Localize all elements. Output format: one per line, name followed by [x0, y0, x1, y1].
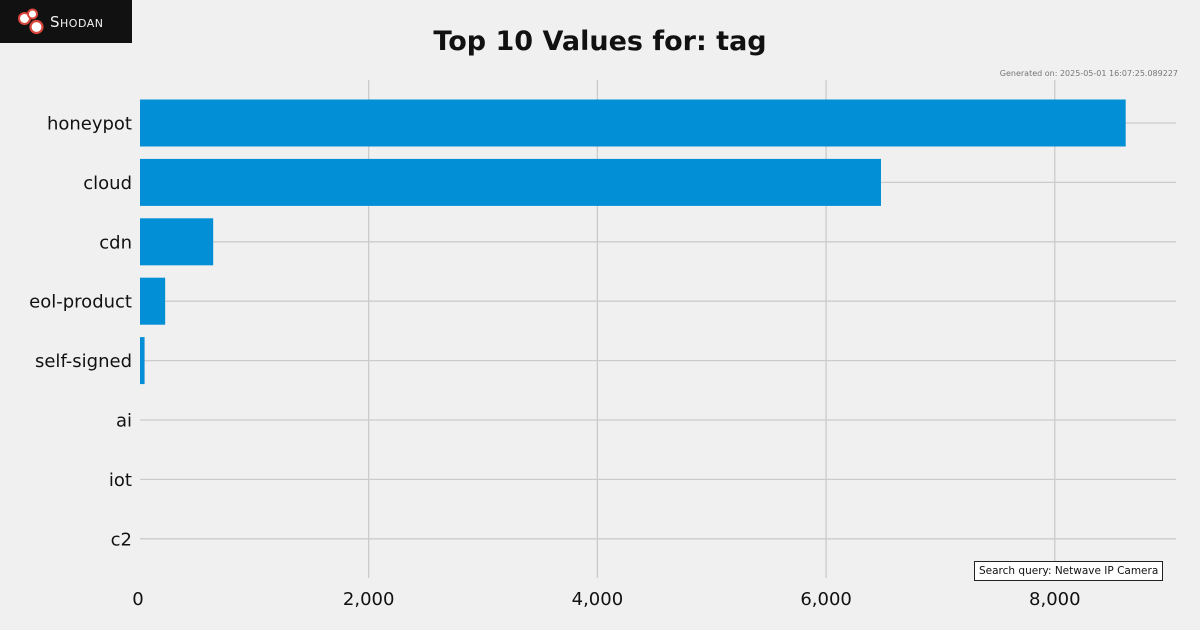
category-label: self-signed — [35, 351, 132, 372]
x-tick-label: 0 — [132, 589, 143, 610]
category-label: ai — [116, 411, 132, 432]
bars — [140, 99, 1126, 385]
x-tick-label: 2,000 — [343, 589, 395, 610]
shodan-logo-icon — [18, 8, 44, 35]
category-label: cloud — [83, 173, 132, 194]
generated-timestamp: Generated on: 2025-05-01 16:07:25.089227 — [999, 69, 1178, 78]
logo-text: Shodan — [50, 12, 104, 31]
shodan-logo[interactable]: Shodan — [0, 0, 132, 43]
axis-labels: 0 2,000 4,000 6,000 8,000 honeypot cloud cdn eol… — [29, 114, 1080, 611]
chart-title: Top 10 Values for: tag — [433, 26, 767, 57]
bar — [140, 337, 145, 385]
bar — [140, 218, 214, 266]
category-label: eol-product — [29, 292, 132, 313]
search-query-label: Search query: Netwave IP Camera — [974, 561, 1164, 581]
bar — [140, 277, 166, 325]
bar — [140, 99, 1126, 147]
category-label: c2 — [111, 529, 132, 550]
category-label: cdn — [99, 232, 132, 253]
grid-lines — [140, 80, 1176, 578]
x-tick-label: 4,000 — [572, 589, 624, 610]
x-tick-label: 8,000 — [1029, 589, 1081, 610]
bar — [140, 158, 881, 206]
category-label: iot — [109, 470, 132, 491]
category-label: honeypot — [47, 114, 132, 135]
x-tick-label: 6,000 — [800, 589, 852, 610]
